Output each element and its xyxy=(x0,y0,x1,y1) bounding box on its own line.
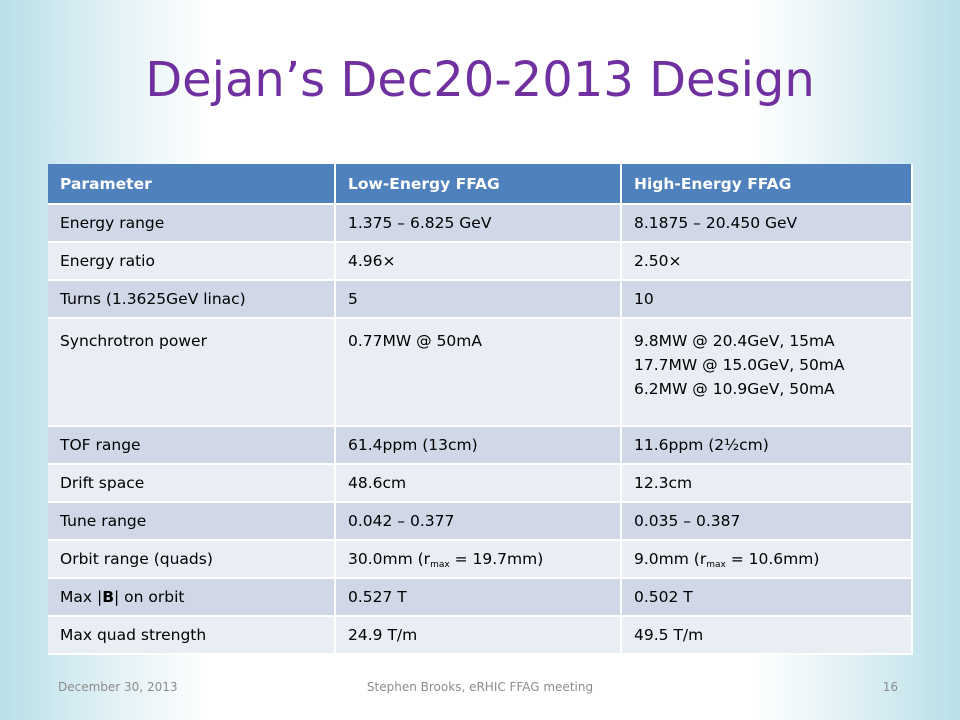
footer-date: December 30, 2013 xyxy=(58,680,178,694)
low-energy-cell: 4.96× xyxy=(335,242,622,281)
low-energy-cell: 0.77MW @ 50mA xyxy=(335,318,622,427)
orbit-high-sub: max xyxy=(706,560,726,570)
low-energy-cell: 30.0mm (rmax = 19.7mm) xyxy=(335,540,622,579)
param-cell: Drift space xyxy=(48,464,336,503)
orbit-high-pre: 9.0mm (r xyxy=(634,550,707,568)
low-energy-cell: 24.9 T/m xyxy=(335,616,622,655)
table-row: Max |B| on orbit 0.527 T 0.502 T xyxy=(48,578,913,617)
page-number: 16 xyxy=(882,680,898,694)
table-row: TOF range 61.4ppm (13cm) 11.6ppm (2½cm) xyxy=(48,426,913,465)
high-energy-cell: 2.50× xyxy=(621,242,913,281)
high-energy-cell: 49.5 T/m xyxy=(621,616,913,655)
high-energy-cell: 0.035 – 0.387 xyxy=(621,502,913,541)
table-row: Energy ratio 4.96× 2.50× xyxy=(48,242,913,281)
power-line-3: 6.2MW @ 10.9GeV, 50mA xyxy=(634,380,835,398)
table-row: Energy range 1.375 – 6.825 GeV 8.1875 – … xyxy=(48,204,913,243)
table-row: Synchrotron power 0.77MW @ 50mA 9.8MW @ … xyxy=(48,318,913,427)
orbit-low-pre: 30.0mm (r xyxy=(348,550,431,568)
low-energy-cell: 1.375 – 6.825 GeV xyxy=(335,204,622,243)
low-energy-cell: 48.6cm xyxy=(335,464,622,503)
low-energy-cell: 0.042 – 0.377 xyxy=(335,502,622,541)
high-energy-cell: 12.3cm xyxy=(621,464,913,503)
param-cell: Max |B| on orbit xyxy=(48,578,336,617)
high-energy-cell: 8.1875 – 20.450 GeV xyxy=(621,204,913,243)
param-cell: TOF range xyxy=(48,426,336,465)
param-cell: Orbit range (quads) xyxy=(48,540,336,579)
table-row: Max quad strength 24.9 T/m 49.5 T/m xyxy=(48,616,913,655)
orbit-low-sub: max xyxy=(430,560,450,570)
header-low-energy: Low-Energy FFAG xyxy=(335,164,622,205)
orbit-low-post: = 19.7mm) xyxy=(449,550,544,568)
low-energy-cell: 0.527 T xyxy=(335,578,622,617)
orbit-high-post: = 10.6mm) xyxy=(725,550,820,568)
table-row: Drift space 48.6cm 12.3cm xyxy=(48,464,913,503)
power-line-2: 17.7MW @ 15.0GeV, 50mA xyxy=(634,356,845,374)
table-header-row: Parameter Low-Energy FFAG High-Energy FF… xyxy=(48,164,913,205)
low-energy-cell: 5 xyxy=(335,280,622,319)
param-cell: Energy range xyxy=(48,204,336,243)
slide-title: Dejan’s Dec20-2013 Design xyxy=(145,52,815,108)
header-parameter: Parameter xyxy=(48,164,336,205)
table-row: Orbit range (quads) 30.0mm (rmax = 19.7m… xyxy=(48,540,913,579)
param-cell: Max quad strength xyxy=(48,616,336,655)
param-cell: Energy ratio xyxy=(48,242,336,281)
high-energy-cell: 9.0mm (rmax = 10.6mm) xyxy=(621,540,913,579)
table-row: Tune range 0.042 – 0.377 0.035 – 0.387 xyxy=(48,502,913,541)
param-cell: Tune range xyxy=(48,502,336,541)
high-energy-cell: 9.8MW @ 20.4GeV, 15mA 17.7MW @ 15.0GeV, … xyxy=(621,318,913,427)
table-row: Turns (1.3625GeV linac) 5 10 xyxy=(48,280,913,319)
param-cell: Synchrotron power xyxy=(48,318,336,427)
max-b-bold: B xyxy=(102,588,115,606)
footer-presenter: Stephen Brooks, eRHIC FFAG meeting xyxy=(366,680,594,694)
max-b-pre: Max | xyxy=(60,588,103,606)
high-energy-cell: 10 xyxy=(621,280,913,319)
parameter-table: Parameter Low-Energy FFAG High-Energy FF… xyxy=(48,164,913,655)
header-high-energy: High-Energy FFAG xyxy=(621,164,913,205)
low-energy-cell: 61.4ppm (13cm) xyxy=(335,426,622,465)
param-cell: Turns (1.3625GeV linac) xyxy=(48,280,336,319)
max-b-post: | on orbit xyxy=(114,588,185,606)
high-energy-cell: 11.6ppm (2½cm) xyxy=(621,426,913,465)
power-line-1: 9.8MW @ 20.4GeV, 15mA xyxy=(634,332,835,350)
high-energy-cell: 0.502 T xyxy=(621,578,913,617)
